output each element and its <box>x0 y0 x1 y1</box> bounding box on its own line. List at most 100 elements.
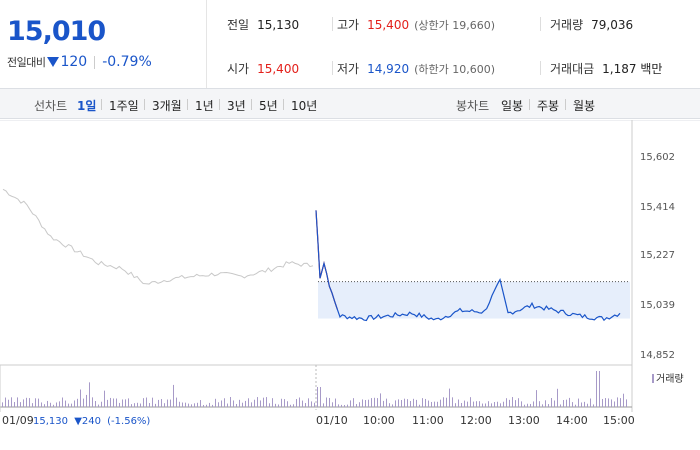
volume-bar <box>590 398 591 407</box>
volume-bar <box>32 403 33 407</box>
period-button-1y[interactable]: 1년 <box>195 99 214 113</box>
volume-bar <box>572 402 573 407</box>
volume-bar <box>377 398 378 407</box>
line-chart-label: 선차트 <box>34 99 68 113</box>
volume-bar <box>50 402 51 407</box>
volume-bar <box>608 398 609 407</box>
volume-bar <box>134 403 135 407</box>
volume-bar <box>482 403 483 407</box>
volume-bar <box>197 402 198 407</box>
volume-bar <box>563 400 564 407</box>
prev-day-close: 15,130 <box>33 416 68 427</box>
volume-bar <box>47 400 48 407</box>
divider <box>540 17 541 31</box>
volume-bar <box>356 404 357 407</box>
volume-bar <box>410 401 411 407</box>
volume-bar <box>389 403 390 407</box>
period-button-3m[interactable]: 3개월 <box>152 99 182 113</box>
x-tick-label: 15:00 <box>603 414 635 427</box>
volume-bar <box>125 399 126 407</box>
volume-bar <box>59 401 60 407</box>
volume-bar <box>557 388 558 407</box>
x-tick-label: 10:00 <box>363 414 395 427</box>
candle-button-weekly[interactable]: 주봉 <box>537 99 560 113</box>
period-button-1d[interactable]: 1일 <box>77 99 97 113</box>
volume-bar <box>470 397 471 407</box>
candle-button-monthly[interactable]: 월봉 <box>573 99 596 113</box>
prev-day-info: 15,130 ▼240 (-1.56%) <box>33 416 150 427</box>
volume-bar <box>524 404 525 407</box>
volume-bar <box>392 404 393 407</box>
volume-bar <box>209 402 210 407</box>
volume-bar <box>131 404 132 407</box>
volume-bar <box>158 399 159 407</box>
volume-bar <box>296 399 297 407</box>
series-today-down-line <box>315 210 621 322</box>
divider <box>101 99 102 110</box>
volume-bar <box>605 398 606 407</box>
volume-bar <box>527 403 528 407</box>
volume-bar <box>188 403 189 407</box>
volume-bar <box>203 404 204 407</box>
stat-value: 15,130 <box>257 17 300 32</box>
volume-bar <box>128 398 129 407</box>
volume-bar <box>254 399 255 407</box>
volume-bar <box>119 402 120 407</box>
stat-low: 저가 14,920 (하한가 10,600) <box>337 60 495 77</box>
volume-bar <box>602 398 603 407</box>
period-button-1w[interactable]: 1주일 <box>109 99 139 113</box>
volume-bar <box>281 398 282 407</box>
volume-bars <box>2 371 627 407</box>
volume-bar <box>359 402 360 407</box>
volume-bar <box>311 401 312 407</box>
volume-bar <box>170 399 171 407</box>
volume-bar <box>626 399 627 407</box>
volume-bar <box>215 398 216 407</box>
volume-bar <box>191 404 192 407</box>
period-button-3y[interactable]: 3년 <box>227 99 246 113</box>
volume-bar <box>185 402 186 407</box>
volume-bar <box>623 393 624 407</box>
triangle-down-icon <box>47 57 60 67</box>
volume-bar <box>227 403 228 407</box>
period-button-5y[interactable]: 5년 <box>259 99 278 113</box>
volume-bar <box>464 400 465 407</box>
period-button-10y[interactable]: 10년 <box>291 99 318 113</box>
volume-bar <box>230 397 231 407</box>
volume-bar <box>365 399 366 407</box>
chart-grid <box>0 120 700 412</box>
volume-bar <box>179 401 180 407</box>
divider <box>540 61 541 75</box>
volume-bar <box>263 397 264 407</box>
volume-bar <box>242 402 243 407</box>
candle-button-daily[interactable]: 일봉 <box>501 99 524 113</box>
volume-bar <box>611 399 612 407</box>
x-tick-label: 12:00 <box>460 414 492 427</box>
volume-bar <box>518 398 519 407</box>
below-prev-close-fill <box>318 281 630 319</box>
volume-bar <box>248 398 249 407</box>
volume-bar <box>68 403 69 407</box>
volume-bar <box>455 403 456 407</box>
prev-day-change-percent: (-1.56%) <box>107 416 150 427</box>
volume-bar <box>569 397 570 407</box>
volume-bar <box>218 402 219 407</box>
chart-period-bar: 선차트 1일 1주일 3개월 1년 3년 5년 10년 봉차트 일봉 주봉 월봉 <box>0 88 700 119</box>
volume-bar <box>428 400 429 407</box>
volume-legend: 거래량 <box>656 373 684 385</box>
price-change-row: 전일대비 120 -0.79% <box>7 54 152 70</box>
volume-bar <box>206 404 207 407</box>
volume-bar <box>113 398 114 407</box>
price-chart: 15,602 15,414 15,227 15,039 14,852 거래량 0… <box>0 120 700 427</box>
volume-bar <box>425 398 426 407</box>
volume-bar <box>152 397 153 407</box>
volume-bar <box>416 399 417 407</box>
price-summary-panel: 15,010 전일대비 120 -0.79% <box>0 0 207 88</box>
current-price: 15,010 <box>7 16 106 47</box>
y-tick-label: 14,852 <box>640 350 675 361</box>
volume-bar <box>548 404 549 407</box>
volume-bar <box>521 401 522 407</box>
volume-bar <box>506 398 507 407</box>
volume-bar <box>35 398 36 407</box>
volume-bar <box>302 400 303 407</box>
